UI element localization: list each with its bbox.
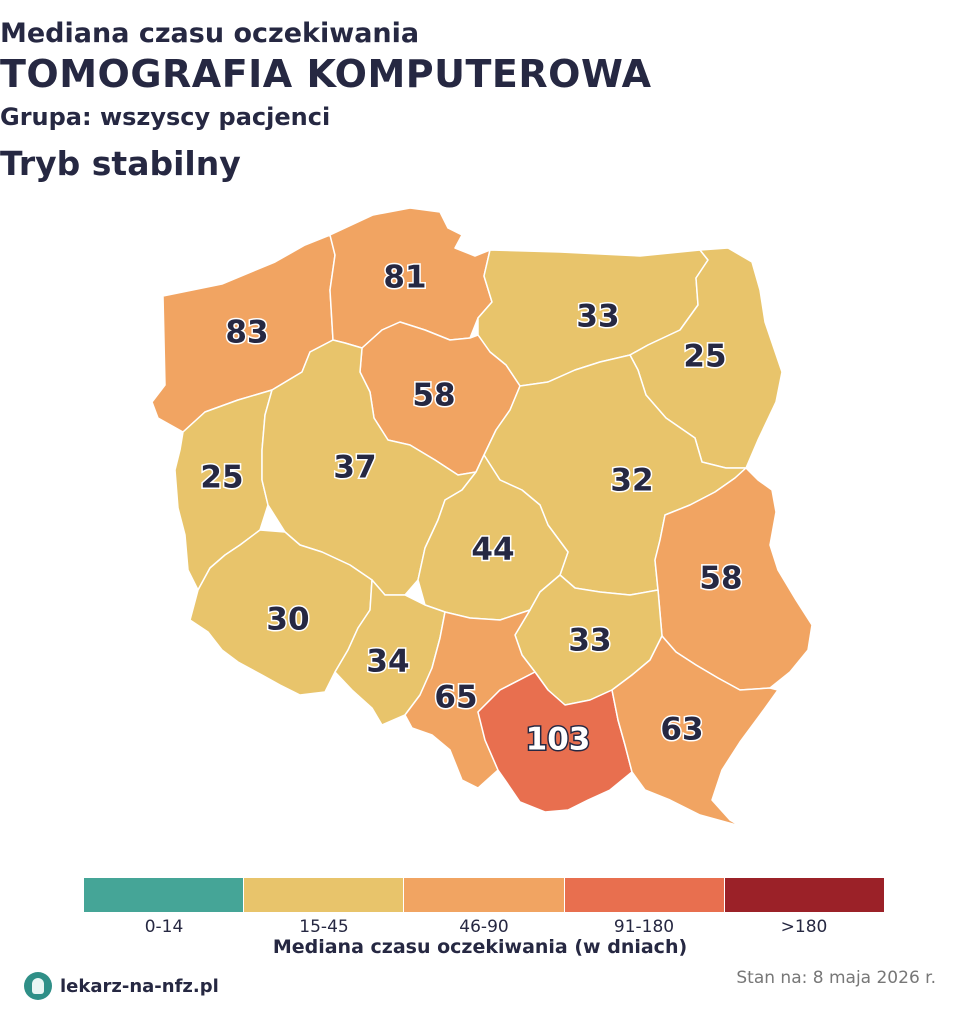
value-slaskie: 65	[434, 680, 477, 716]
legend-title: Mediana czasu oczekiwania (w dniach)	[272, 936, 688, 958]
value-swietokrzyskie: 33	[568, 623, 611, 659]
value-lubelskie: 58	[699, 561, 742, 597]
legend-labels: 0-14 15-45 46-90 91-180 >180	[84, 914, 884, 937]
legend-swatch-15-45	[244, 878, 405, 912]
subtitle-mode: Tryb stabilny	[0, 144, 241, 183]
region-value-labels: 83 81 33 25 58 25 37 32 44 58 30 34 33 6…	[199, 258, 744, 759]
legend-swatch-over-180	[724, 878, 885, 912]
title-line-1: Mediana czasu oczekiwania	[0, 18, 420, 49]
value-dolnoslaskie: 30	[266, 602, 309, 638]
value-kujawsko-pomorskie: 58	[412, 378, 455, 414]
value-lubuskie: 25	[200, 460, 243, 496]
doctor-logo-icon	[24, 972, 52, 1000]
legend-swatch-46-90	[404, 878, 565, 912]
legend-swatch-91-180	[564, 878, 725, 912]
value-pomorskie: 81	[383, 260, 426, 296]
legend-label: 91-180	[613, 917, 675, 937]
region-podkarpackie[interactable]	[611, 635, 779, 827]
poland-map: 83 81 33 25 58 25 37 32 44 58 30 34 33 6…	[151, 207, 813, 827]
legend-label: 46-90	[459, 917, 509, 937]
value-lodzkie: 44	[471, 532, 514, 568]
value-wielkopolskie: 37	[333, 450, 376, 486]
legend-swatch-0-14	[84, 878, 245, 912]
brand-name: lekarz-na-nfz.pl	[60, 975, 219, 997]
legend-label: >180	[780, 917, 828, 937]
value-malopolskie: 103	[526, 722, 591, 758]
title-main: TOMOGRAFIA KOMPUTEROWA	[0, 52, 652, 96]
value-zachodniopomorskie: 83	[225, 315, 268, 351]
legend-label: 15-45	[299, 917, 349, 937]
value-opolskie: 34	[366, 644, 409, 680]
region-malopolskie[interactable]	[477, 671, 633, 813]
value-warminsko-mazurskie: 33	[576, 299, 619, 335]
legend-label: 0-14	[144, 917, 184, 937]
data-date: Stan na: 8 maja 2026 r.	[736, 968, 936, 988]
legend-color-scale	[84, 878, 885, 912]
value-mazowieckie: 32	[610, 463, 653, 499]
value-podlaskie: 25	[683, 339, 726, 375]
subtitle-group: Grupa: wszyscy pacjenci	[0, 103, 331, 131]
brand-link[interactable]: lekarz-na-nfz.pl	[24, 972, 219, 1000]
value-podkarpackie: 63	[660, 712, 703, 748]
